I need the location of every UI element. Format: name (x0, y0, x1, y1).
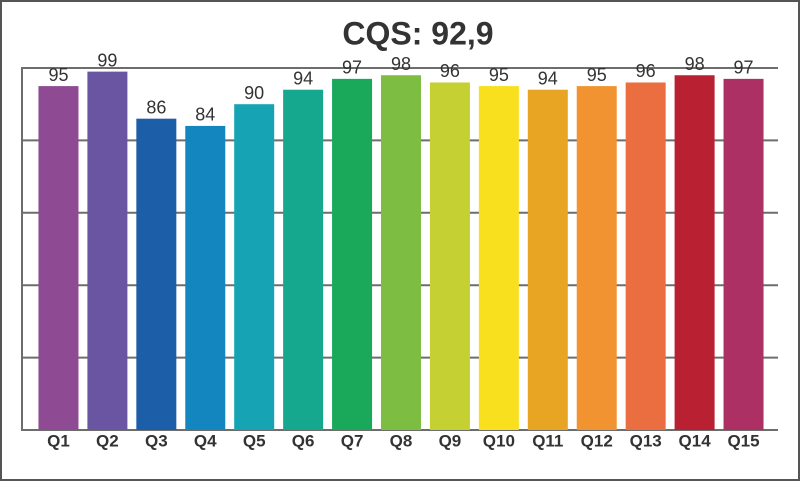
data-label: 98 (685, 54, 705, 74)
x-tick-label: Q10 (483, 431, 515, 450)
x-tick-label: Q2 (96, 431, 119, 450)
x-tick-label: Q12 (581, 431, 613, 450)
bar (234, 104, 275, 430)
bar (381, 75, 421, 431)
x-tick-label: Q4 (194, 431, 217, 450)
data-label: 99 (97, 50, 117, 70)
bar (185, 125, 226, 431)
data-label: 94 (538, 68, 558, 88)
bar (429, 82, 470, 430)
data-label: 86 (146, 97, 166, 117)
bar (136, 118, 177, 431)
x-tick-label: Q15 (727, 431, 759, 450)
data-label: 94 (293, 68, 313, 88)
data-label: 96 (636, 61, 656, 81)
bar (283, 89, 324, 430)
x-tick-label: Q13 (630, 431, 662, 450)
bar (576, 86, 617, 430)
x-tick-label: Q6 (292, 431, 315, 450)
data-label: 95 (587, 65, 607, 85)
bar (625, 82, 666, 430)
bar (87, 71, 128, 431)
x-tick-label: Q5 (243, 431, 266, 450)
bar (332, 78, 373, 431)
bar (527, 89, 568, 430)
x-tick-label: Q11 (532, 431, 563, 450)
bar (38, 86, 79, 430)
data-label: 97 (342, 58, 362, 78)
data-label: 84 (195, 105, 215, 125)
x-tick-label: Q3 (145, 431, 168, 450)
data-label: 95 (489, 65, 509, 85)
x-tick-label: Q7 (341, 431, 364, 450)
x-tick-label: Q1 (47, 431, 70, 450)
data-label: 98 (391, 54, 411, 74)
data-label: 96 (440, 61, 460, 81)
data-label: 90 (244, 83, 264, 103)
data-label: 95 (48, 65, 68, 85)
x-tick-label: Q9 (439, 431, 462, 450)
data-label: 97 (734, 58, 754, 78)
bar (478, 86, 519, 430)
bar (674, 75, 715, 431)
chart-title: CQS: 92,9 (342, 15, 493, 51)
x-tick-label: Q8 (390, 431, 413, 450)
x-tick-label: Q14 (679, 431, 712, 450)
bar (723, 78, 764, 431)
